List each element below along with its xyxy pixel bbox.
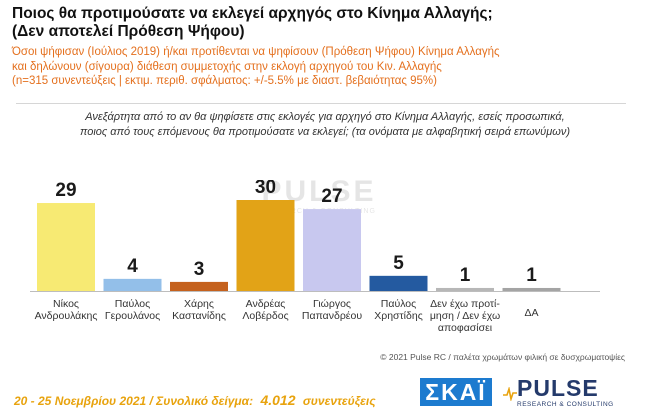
bar-3 bbox=[170, 281, 228, 291]
data-label-4: 30 bbox=[255, 180, 276, 198]
category-label-1: Νίκος Ανδρουλάκης bbox=[35, 298, 98, 322]
question-line-1: Ανεξάρτητα από το αν θα ψηφίσετε στις εκ… bbox=[85, 111, 565, 123]
category-label-2: Παύλος Γερουλάνος bbox=[105, 298, 160, 322]
skai-logo: ΣΚΑΪ bbox=[420, 378, 492, 406]
footer-dates: 20 - 25 Νοεμβρίου 2021 / Συνολικό δείγμα… bbox=[14, 394, 254, 408]
bar-2 bbox=[103, 278, 162, 291]
category-label-8: ΔΑ bbox=[524, 307, 538, 319]
bar-4 bbox=[236, 200, 295, 291]
footer-suffix: συνεντεύξεις bbox=[302, 394, 376, 408]
pulse-logo-text: PULSE bbox=[517, 375, 599, 401]
question-text: Ανεξάρτητα από το αν θα ψηφίσετε στις εκ… bbox=[20, 110, 630, 140]
data-label-1: 29 bbox=[55, 180, 76, 201]
title-line-2: (Δεν αποτελεί Πρόθεση Ψήφου) bbox=[12, 23, 245, 40]
footer-sample-size: 4.012 bbox=[260, 392, 296, 408]
pulse-logo-subtext: RESEARCH & CONSULTING bbox=[517, 401, 614, 408]
subtitle-line-3: (n=315 συνεντεύξεις | εκτιμ. περιθ. σφάλ… bbox=[12, 75, 437, 87]
bar-1 bbox=[37, 203, 95, 291]
data-label-6: 5 bbox=[393, 253, 404, 274]
subtitle-line-1: Όσοι ψήφισαν (Ιούλιος 2019) ή/και προτίθ… bbox=[12, 46, 500, 58]
data-label-2: 4 bbox=[127, 256, 138, 277]
copyright-note: © 2021 Pulse RC / παλέτα χρωμάτων φιλική… bbox=[380, 352, 625, 362]
data-label-7: 1 bbox=[460, 265, 471, 286]
title-line-1: Ποιος θα προτιμούσατε να εκλεγεί αρχηγός… bbox=[12, 5, 493, 22]
separator-line bbox=[16, 103, 626, 104]
chart-title: Ποιος θα προτιμούσατε να εκλεγεί αρχηγός… bbox=[12, 5, 642, 41]
data-label-5: 27 bbox=[321, 186, 342, 207]
pulse-logo: PULSE RESEARCH & CONSULTING bbox=[503, 375, 623, 411]
data-label-8: 1 bbox=[526, 265, 537, 286]
pulse-wave-icon bbox=[503, 387, 517, 401]
bar-7 bbox=[436, 287, 494, 291]
chart-subtitle: Όσοι ψήφισαν (Ιούλιος 2019) ή/και προτίθ… bbox=[12, 45, 642, 89]
bar-5 bbox=[303, 209, 361, 291]
question-line-2: ποιος από τους επόμενους θα προτιμούσατε… bbox=[80, 126, 570, 138]
category-label-4: Ανδρέας Λοβέρδος bbox=[242, 298, 288, 322]
category-label-7: Δεν έχω προτί-μηση / Δεν έχω αποφασίσει bbox=[430, 298, 501, 334]
subtitle-line-2: και δηλώνουν (σίγουρα) διάθεση συμμετοχή… bbox=[12, 60, 442, 73]
bar-6 bbox=[369, 275, 428, 291]
data-label-3: 3 bbox=[194, 259, 205, 280]
category-label-5: Γιώργος Παπανδρέου bbox=[302, 298, 362, 322]
category-label-6: Παύλος Χρηστίδης bbox=[374, 298, 423, 322]
category-label-3: Χάρης Καστανίδης bbox=[172, 298, 226, 322]
bar-8 bbox=[502, 287, 561, 291]
footer-info: 20 - 25 Νοεμβρίου 2021 / Συνολικό δείγμα… bbox=[14, 392, 376, 408]
bar-chart: 29 Νίκος Ανδρουλάκης 4 Παύλος Γερουλάνος 3 Χάρη… bbox=[30, 180, 600, 334]
